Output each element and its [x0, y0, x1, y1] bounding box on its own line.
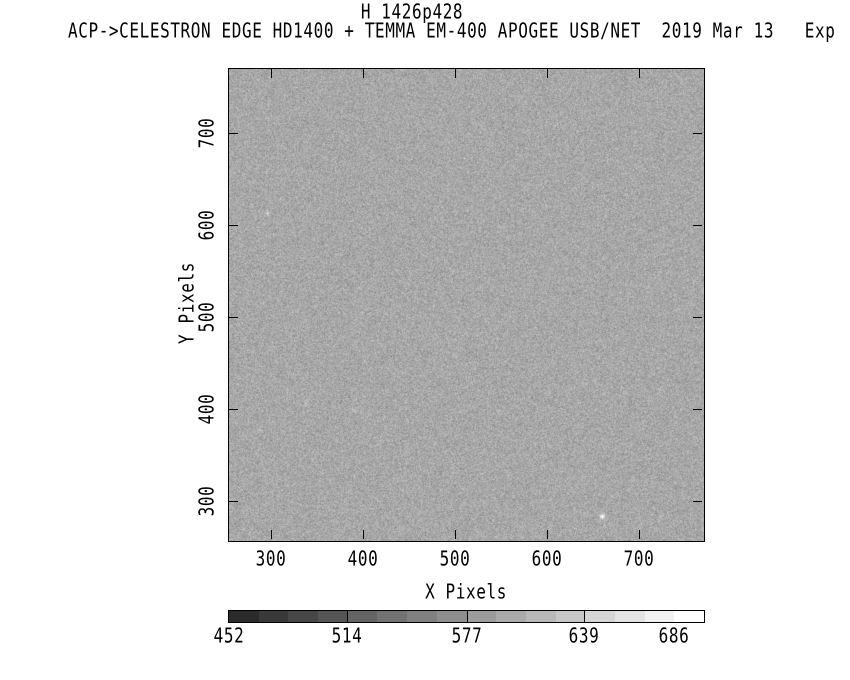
colorbar-step: [525, 611, 556, 622]
y-axis-tick-right: [693, 133, 702, 134]
colorbar-step: [555, 611, 586, 622]
y-tick-label: 700: [194, 117, 219, 149]
x-tick-label: 700: [623, 546, 655, 571]
y-axis-tick-left: [229, 317, 238, 318]
y-axis-tick-right: [693, 409, 702, 410]
x-tick-label: 600: [531, 546, 563, 571]
colorbar-step: [318, 611, 348, 622]
colorbar-step: [644, 611, 675, 622]
colorbar-tick-label: 452: [213, 623, 245, 648]
y-axis-tick-left: [229, 133, 238, 134]
x-axis-tick-top: [271, 69, 272, 78]
x-axis-tick-bottom: [639, 530, 640, 539]
colorbar-tick-label: 577: [451, 623, 483, 648]
colorbar-step: [288, 611, 319, 622]
colorbar-step: [407, 611, 437, 622]
y-tick-label: 500: [194, 301, 219, 333]
x-axis-tick-bottom: [547, 530, 548, 539]
y-tick-label: 600: [194, 209, 219, 241]
y-axis-tick-right: [693, 317, 702, 318]
ccd-image-canvas: [229, 69, 704, 541]
colorbar-tick-label: 639: [568, 623, 600, 648]
grayscale-colorbar: [228, 610, 705, 623]
observation-header-line: ACP->CELESTRON EDGE HD1400 + TEMMA EM-40…: [68, 18, 836, 43]
x-axis-tick-bottom: [455, 530, 456, 539]
colorbar-step: [674, 611, 704, 622]
colorbar-step: [496, 611, 526, 622]
colorbar-divider: [347, 611, 348, 622]
colorbar-tick-label: 514: [331, 623, 363, 648]
x-axis-tick-top: [455, 69, 456, 78]
colorbar-step: [585, 611, 615, 622]
image-frame: [228, 68, 705, 542]
y-tick-label: 400: [194, 393, 219, 425]
object-title: H_1426p428: [360, 0, 464, 24]
colorbar-step: [614, 611, 645, 622]
x-axis-tick-bottom: [363, 530, 364, 539]
x-axis-tick-top: [639, 69, 640, 78]
y-axis-label: Y Pixels: [174, 262, 199, 344]
x-axis-tick-top: [547, 69, 548, 78]
x-axis-tick-top: [363, 69, 364, 78]
colorbar-step: [377, 611, 408, 622]
x-tick-label: 400: [347, 546, 379, 571]
y-axis-tick-left: [229, 501, 238, 502]
y-tick-label: 300: [194, 485, 219, 517]
x-tick-label: 500: [439, 546, 471, 571]
x-tick-label: 300: [255, 546, 287, 571]
colorbar-step: [258, 611, 289, 622]
colorbar-step: [229, 611, 259, 622]
colorbar-tick-label: 686: [658, 623, 690, 648]
x-axis-label: X Pixels: [425, 579, 507, 604]
colorbar-step: [466, 611, 497, 622]
colorbar-divider: [467, 611, 468, 622]
colorbar-step: [436, 611, 467, 622]
y-axis-tick-left: [229, 409, 238, 410]
y-axis-tick-left: [229, 225, 238, 226]
x-axis-tick-bottom: [271, 530, 272, 539]
colorbar-divider: [584, 611, 585, 622]
colorbar-step: [347, 611, 378, 622]
y-axis-tick-right: [693, 225, 702, 226]
y-axis-tick-right: [693, 501, 702, 502]
